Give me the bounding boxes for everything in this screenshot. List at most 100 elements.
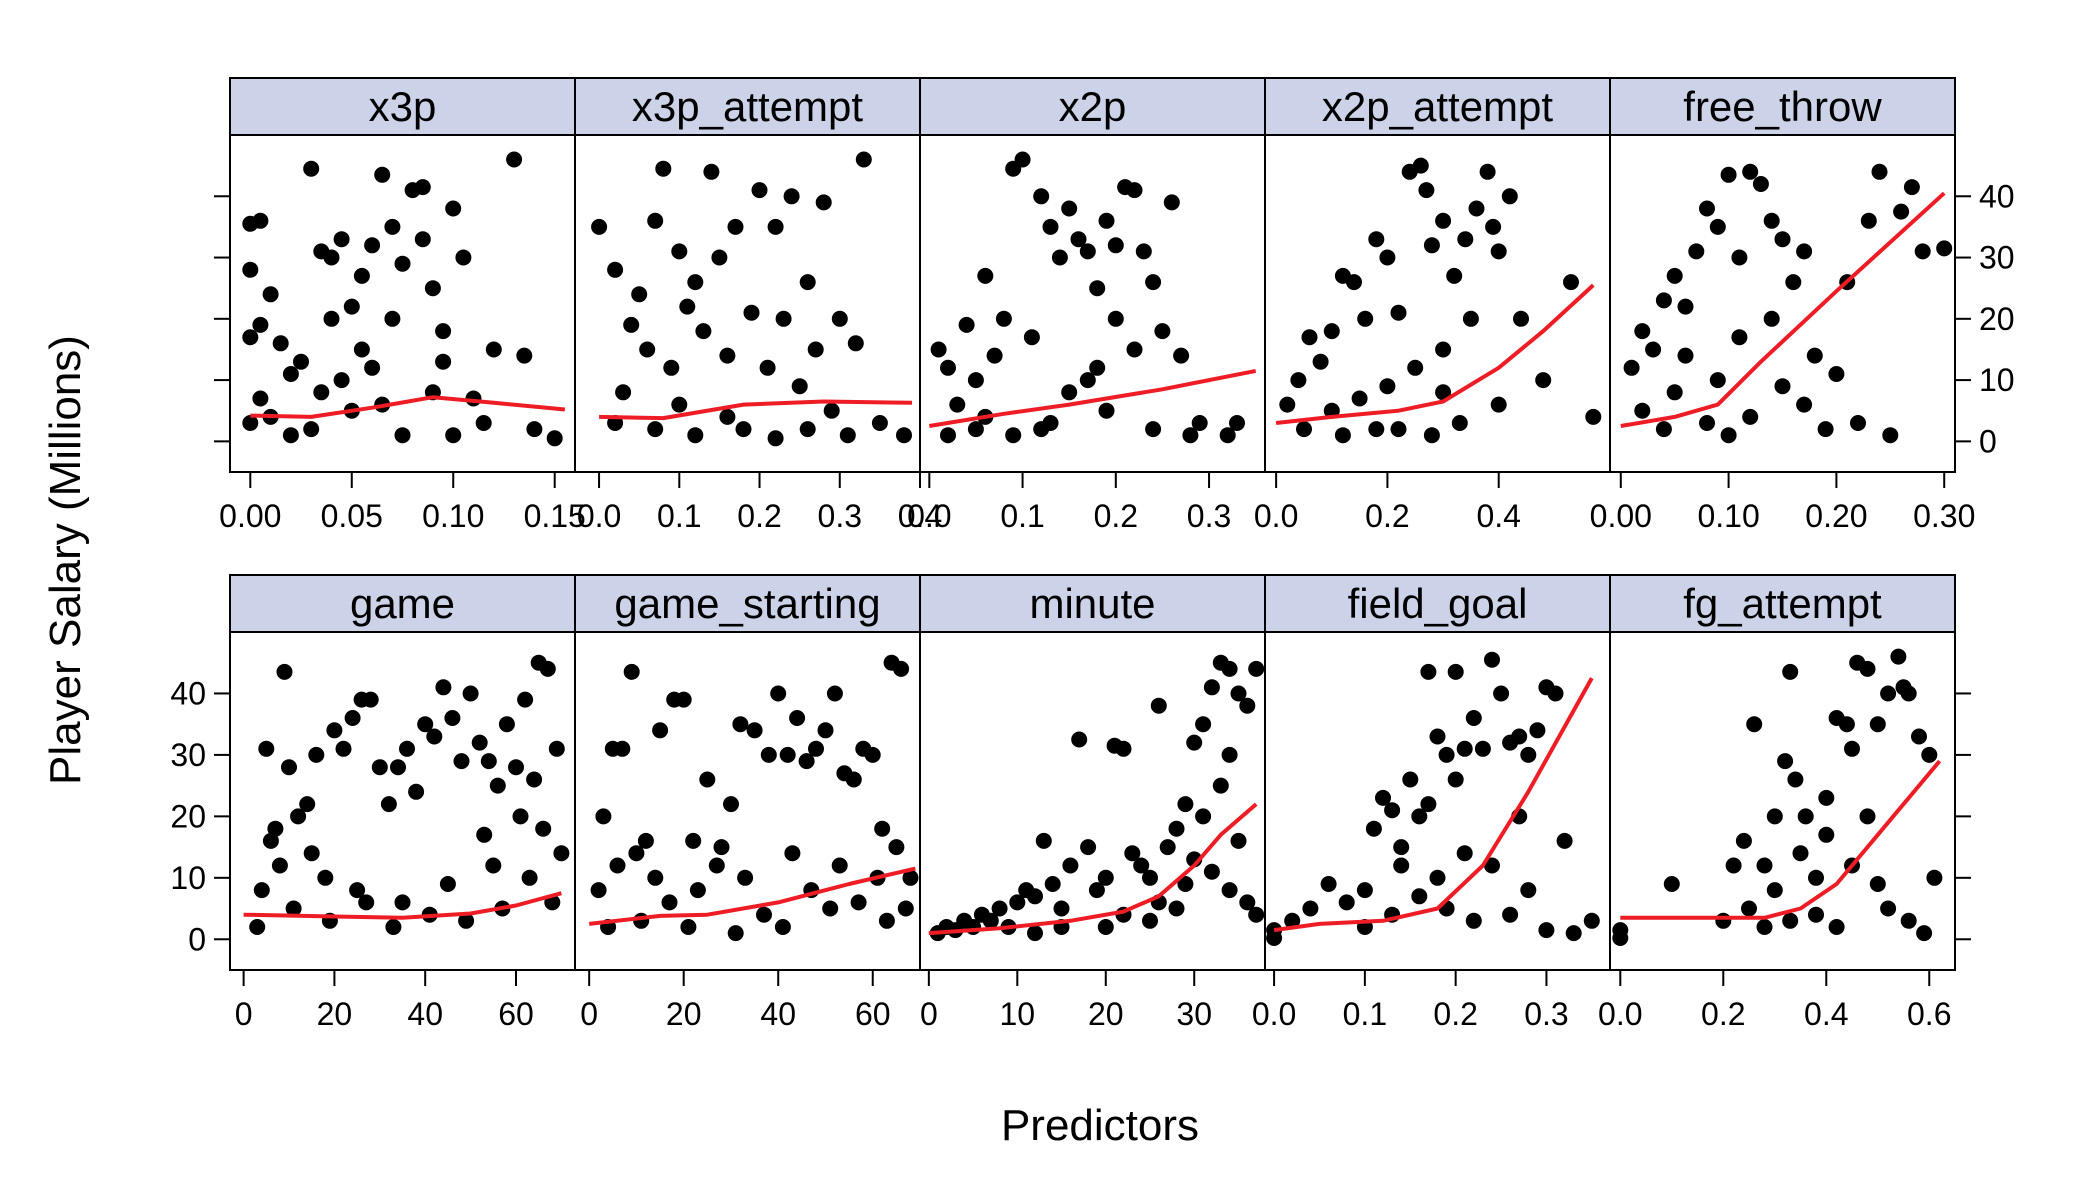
strip-label: x3p_attempt (632, 83, 863, 130)
data-point (991, 900, 1008, 917)
data-point (623, 316, 640, 333)
data-point (1490, 243, 1507, 260)
data-point (1418, 182, 1435, 199)
data-point (1468, 200, 1485, 217)
data-point (986, 347, 1003, 364)
data-point (1042, 218, 1059, 235)
data-point (1230, 832, 1247, 849)
data-point (326, 722, 343, 739)
data-point (512, 808, 529, 825)
data-point (242, 261, 259, 278)
data-point (1520, 882, 1537, 899)
data-point (1880, 685, 1897, 702)
data-point (414, 231, 431, 248)
x-tick-label: 0.10 (422, 498, 484, 534)
data-point (746, 722, 763, 739)
data-point (539, 660, 556, 677)
data-point (546, 430, 563, 447)
data-point (1709, 372, 1726, 389)
x-axis-label: Predictors (1001, 1101, 1199, 1150)
data-point (1124, 845, 1141, 862)
x-tick-label: 60 (855, 996, 891, 1032)
data-point (1323, 323, 1340, 340)
x-tick-label: 0.2 (1701, 996, 1745, 1032)
data-point (847, 335, 864, 352)
data-point (878, 912, 895, 929)
data-point (1142, 912, 1158, 929)
data-point (281, 759, 297, 776)
data-point (1420, 796, 1437, 813)
data-point (591, 218, 608, 235)
data-point (784, 845, 801, 862)
data-point (1429, 869, 1446, 886)
data-point (1666, 267, 1683, 284)
data-point (671, 243, 688, 260)
data-point (485, 857, 502, 874)
data-point (476, 826, 493, 843)
strip-field_goal (1264, 574, 1611, 633)
data-point (262, 832, 279, 849)
y-tick-label: 0 (1979, 423, 1997, 459)
data-point (1763, 212, 1780, 229)
data-point (727, 218, 744, 235)
data-point (695, 323, 712, 340)
x-tick-label: 0.10 (1697, 498, 1759, 534)
data-point (380, 796, 397, 813)
data-point (1053, 900, 1070, 917)
data-point (737, 869, 754, 886)
data-point (1154, 323, 1171, 340)
data-point (453, 753, 470, 770)
strip-label: field_goal (1348, 580, 1528, 627)
data-point (751, 182, 768, 199)
data-point (1133, 857, 1150, 874)
data-point (517, 691, 534, 708)
data-point (394, 255, 411, 272)
data-point (1221, 882, 1238, 899)
x-tick-label: 0.4 (1804, 996, 1848, 1032)
data-point (333, 231, 350, 248)
data-point (303, 845, 320, 862)
data-point (628, 845, 645, 862)
data-point (1182, 427, 1199, 444)
data-point (358, 894, 375, 911)
panel-border (229, 134, 576, 473)
panel-border (1609, 631, 1956, 971)
panel-x2p_attempt: x2p_attempt 0.0 0.2 0.4 (1254, 77, 1611, 534)
data-point (1796, 243, 1813, 260)
panel-field_goal: field_goal 0.0 0.1 0.2 0.3 (1252, 574, 1611, 1032)
data-point (756, 906, 772, 923)
panel-border (574, 134, 921, 473)
data-point (760, 746, 777, 763)
points-field_goal (1266, 651, 1600, 946)
data-point (1356, 882, 1373, 899)
strip-x2p_attempt (1264, 77, 1611, 136)
data-point (687, 427, 704, 444)
data-point (521, 869, 538, 886)
strip-label: x3p (369, 83, 437, 130)
data-point (1869, 876, 1886, 892)
data-point (1869, 716, 1886, 733)
data-point (242, 415, 259, 431)
data-point (364, 237, 381, 254)
data-point (1173, 347, 1190, 364)
data-point (1407, 359, 1424, 376)
data-point (767, 218, 784, 235)
panel-minute: minute 0 10 20 30 (919, 574, 1266, 1032)
data-point (1634, 402, 1651, 419)
x-tick-label: 0.6 (1907, 996, 1951, 1032)
data-point (1766, 882, 1783, 899)
data-point (1126, 182, 1143, 199)
data-point (1818, 789, 1835, 806)
data-point (485, 341, 502, 358)
data-point (1735, 832, 1752, 849)
strip-free_throw (1609, 77, 1956, 136)
data-point (1860, 212, 1877, 229)
data-point (1563, 274, 1579, 291)
data-point (1900, 912, 1917, 929)
x-tick-label: 0.4 (1476, 498, 1520, 534)
data-point (242, 329, 259, 346)
data-point (353, 267, 370, 284)
data-point (1914, 243, 1931, 260)
data-point (850, 894, 867, 911)
data-point (252, 390, 269, 407)
